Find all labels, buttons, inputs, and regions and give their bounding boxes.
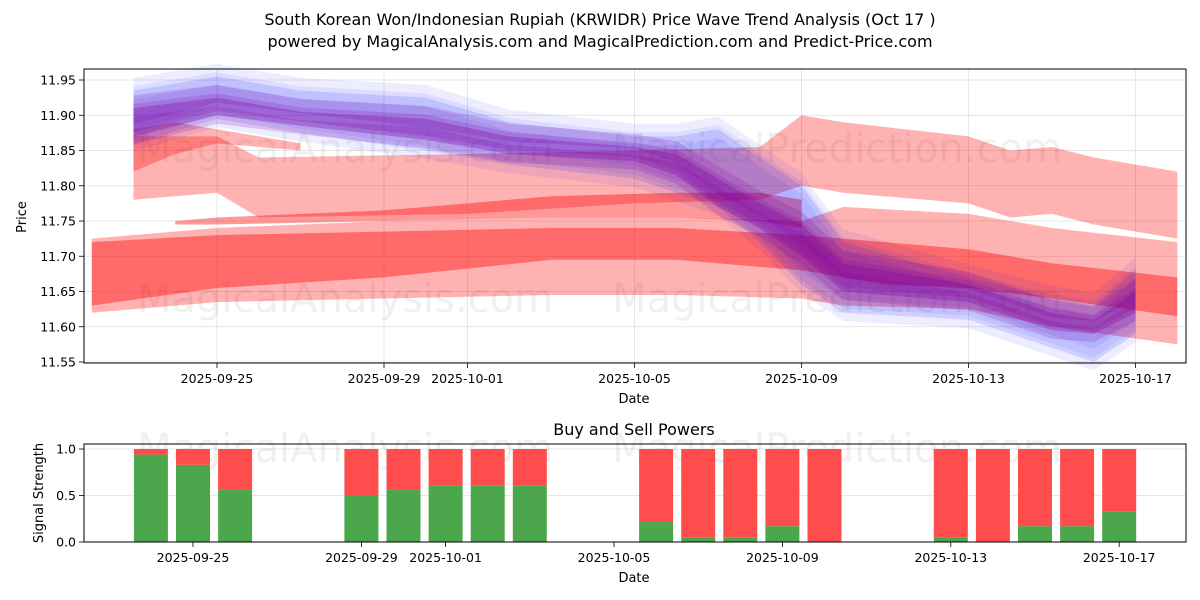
watermark-text: MagicalAnalysis.com	[137, 276, 553, 322]
price-y-tick-label: 11.55	[40, 355, 76, 370]
price-x-tick-label: 2025-09-29	[348, 371, 421, 386]
buy-bar	[176, 464, 210, 542]
buy-bar	[1102, 511, 1137, 542]
sell-bar	[1102, 449, 1137, 512]
price-y-axis-label: Price	[15, 201, 30, 233]
buy-sell-bars	[133, 449, 1137, 542]
sell-bar	[639, 449, 674, 522]
sell-bar	[218, 449, 253, 490]
buy-bar	[386, 489, 421, 542]
price-y-ticks: 11.55 11.60 11.65 11.70 11.75 11.80 11.85 11.90…	[40, 73, 84, 370]
price-y-tick-label: 11.60	[40, 319, 76, 334]
buy-sell-y-axis-label: Signal Strength	[32, 443, 47, 543]
red-core-band	[91, 228, 1178, 317]
buy-bar	[1018, 526, 1052, 542]
sell-bar	[723, 449, 758, 538]
sell-bar	[386, 449, 421, 490]
buy-sell-x-tick-label: 2025-09-25	[157, 550, 230, 565]
price-x-ticks: 2025-09-25 2025-09-29 2025-10-01 2025-10-05…	[181, 363, 1172, 386]
price-y-tick-label: 11.80	[40, 178, 76, 193]
buy-sell-y-ticks: 0.0 0.5 1.0	[56, 442, 84, 550]
purple-price-wave-layer	[133, 106, 1136, 343]
price-y-tick-label: 11.95	[40, 73, 76, 88]
purple-price-wave	[133, 97, 1136, 334]
buy-sell-x-tick-label: 2025-10-13	[914, 550, 987, 565]
red-rising-band	[175, 192, 802, 228]
buy-bar	[1060, 526, 1095, 542]
buy-sell-x-axis-label: Date	[618, 571, 649, 586]
price-y-tick-label: 11.65	[40, 284, 76, 299]
price-x-tick-label: 2025-10-13	[932, 371, 1005, 386]
price-watermarks: MagicalAnalysis.com MagicalPrediction.co…	[137, 126, 1062, 322]
sell-bar	[176, 449, 210, 465]
buy-sell-x-tick-label: 2025-10-09	[746, 550, 819, 565]
buy-sell-axes-frame	[83, 443, 1187, 543]
purple-price-wave-layer	[133, 84, 1136, 322]
buy-bar	[933, 537, 968, 542]
buy-bar	[765, 526, 800, 542]
buy-sell-x-tick-label: 2025-09-29	[325, 550, 398, 565]
red-middle-band	[91, 206, 1178, 345]
buy-sell-x-tick-label: 2025-10-05	[578, 550, 651, 565]
sell-bar	[1060, 449, 1095, 527]
chart-title: South Korean Won/Indonesian Rupiah (KRWI…	[264, 10, 936, 29]
price-x-tick-label: 2025-10-09	[765, 371, 838, 386]
red-upper-narrow-band	[133, 122, 301, 172]
buy-bar	[344, 495, 379, 542]
chart-subtitle: powered by MagicalAnalysis.com and Magic…	[267, 32, 933, 51]
buy-sell-x-ticks: 2025-09-25 2025-09-29 2025-10-01 2025-10-05…	[157, 542, 1156, 565]
sell-bar	[1018, 449, 1052, 527]
buy-bar	[428, 485, 463, 542]
buy-sell-y-tick-label: 1.0	[56, 442, 76, 457]
buy-sell-x-tick-label: 2025-10-17	[1083, 550, 1156, 565]
buy-sell-chart: Buy and Sell Powers MagicalAnalysis.com …	[32, 420, 1187, 586]
watermark-text: MagicalAnalysis.com	[137, 126, 553, 172]
buy-bar	[681, 537, 716, 542]
price-x-tick-label: 2025-10-05	[598, 371, 671, 386]
price-bands	[91, 63, 1178, 371]
sell-bar	[470, 449, 505, 486]
red-upper-wide-band	[133, 115, 1178, 239]
blue-price-wave-layer	[133, 84, 1136, 371]
price-plot-area	[84, 69, 1186, 363]
sell-bar	[428, 449, 463, 486]
buy-bar	[218, 489, 253, 542]
price-x-tick-label: 2025-09-25	[181, 371, 254, 386]
price-grid	[84, 69, 1186, 363]
sell-bar	[975, 449, 1010, 542]
buy-bar	[133, 454, 168, 542]
sell-bar	[133, 449, 168, 455]
buy-sell-x-tick-label: 2025-10-01	[409, 550, 482, 565]
price-x-axis-label: Date	[618, 392, 649, 407]
sell-bar	[681, 449, 716, 538]
sell-bar	[765, 449, 800, 527]
watermark-text: MagicalPrediction.com	[612, 276, 1062, 322]
buy-bar	[470, 485, 505, 542]
buy-sell-y-tick-label: 0.5	[56, 488, 76, 503]
buy-sell-y-tick-label: 0.0	[56, 535, 76, 550]
price-x-tick-label: 2025-10-01	[431, 371, 504, 386]
price-wave-chart: MagicalAnalysis.com MagicalPrediction.co…	[15, 63, 1187, 407]
purple-price-wave-layer	[133, 93, 1136, 330]
buy-bar	[723, 537, 758, 542]
blue-price-wave-layer	[133, 63, 1136, 350]
price-y-tick-label: 11.75	[40, 214, 76, 229]
watermark-text: MagicalPrediction.com	[612, 126, 1062, 172]
buy-bar	[512, 485, 547, 542]
sell-bar	[512, 449, 547, 486]
sell-bar	[807, 449, 842, 542]
price-y-tick-label: 11.85	[40, 143, 76, 158]
buy-sell-title: Buy and Sell Powers	[553, 420, 715, 439]
price-y-tick-label: 11.90	[40, 108, 76, 123]
buy-bar	[639, 521, 674, 542]
blue-price-wave	[133, 76, 1136, 362]
blue-price-wave-layer	[133, 72, 1136, 358]
sell-bar	[344, 449, 379, 496]
sell-bar	[933, 449, 968, 538]
price-axes-frame	[83, 68, 1187, 364]
price-y-tick-label: 11.70	[40, 249, 76, 264]
price-x-tick-label: 2025-10-17	[1099, 371, 1172, 386]
